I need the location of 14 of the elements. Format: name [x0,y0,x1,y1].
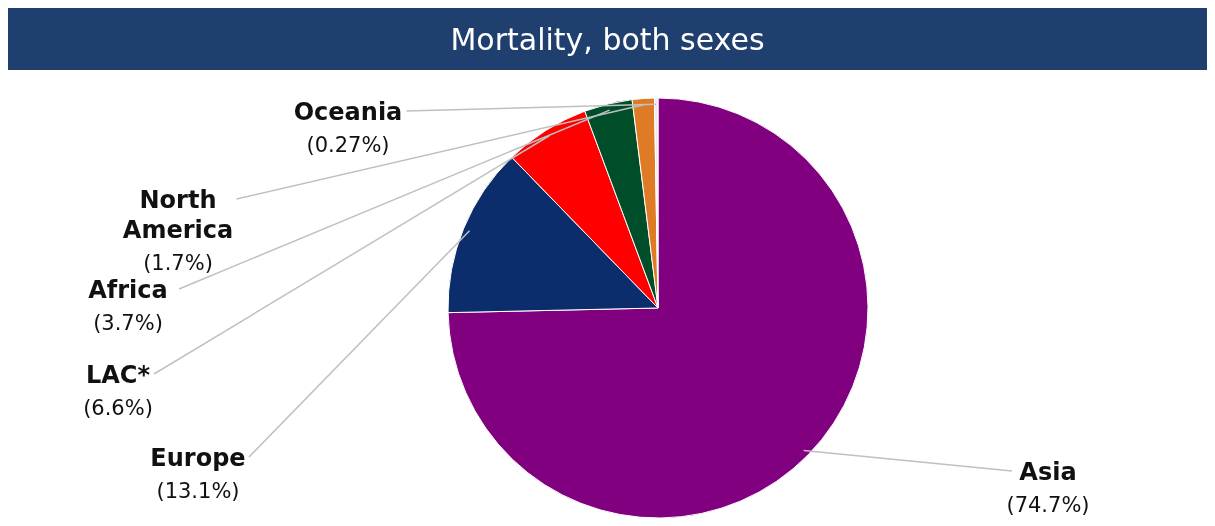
data-label: (1.7%) [143,251,213,275]
slice-label: Oceania [293,98,403,126]
data-label: (74.7%) [1006,493,1090,517]
data-label: (6.6%) [83,396,153,420]
chart-title: Mortality, both sexes [450,22,765,57]
slice-label: Asia [1019,458,1077,486]
slice-label: LAC* [85,361,151,389]
data-label: (0.27%) [306,133,390,157]
slice-label: Europe [150,444,246,472]
pie-slice [447,97,869,518]
slice-label: North America [122,186,234,244]
slice-label: Africa [88,276,168,304]
data-label: (13.1%) [156,479,240,503]
data-label: (3.7%) [93,311,163,335]
